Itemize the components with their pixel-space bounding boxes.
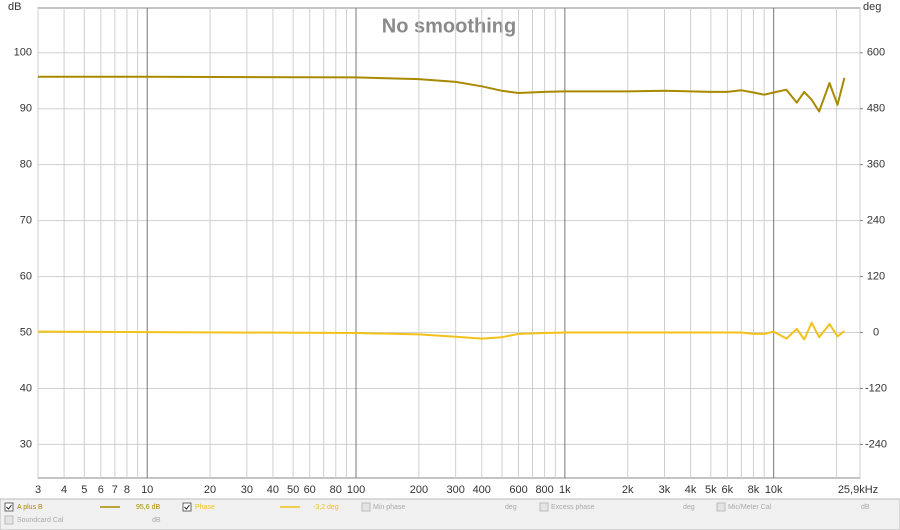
x-tick-label: 600 [509, 484, 527, 496]
x-tick-label: 25,9kHz [838, 484, 878, 496]
y2-axis-label: deg [863, 1, 881, 13]
x-tick-label: 100 [347, 484, 365, 496]
y2-tick-label: 120 [867, 270, 885, 282]
x-tick-label: 800 [535, 484, 553, 496]
x-tick-label: 20 [204, 484, 216, 496]
x-tick-label: 40 [267, 484, 279, 496]
checkmark [6, 504, 12, 510]
legend-label: Phase [195, 504, 215, 511]
y2-tick-label: -240 [865, 438, 887, 450]
chart-title: No smoothing [382, 15, 516, 37]
x-tick-label: 8 [124, 484, 130, 496]
legend-label: Min phase [373, 504, 405, 511]
x-tick-label: 3 [35, 484, 41, 496]
x-tick-label: 5k [705, 484, 717, 496]
legend-unit: dB [861, 504, 870, 511]
checkbox[interactable] [539, 502, 549, 512]
y-tick-label: 50 [20, 326, 32, 338]
x-tick-label: 6 [98, 484, 104, 496]
x-tick-label: 1k [559, 484, 571, 496]
y-tick-label: 80 [20, 159, 32, 171]
x-tick-label: 400 [473, 484, 491, 496]
y-tick-label: 40 [20, 382, 32, 394]
y-tick-label: 70 [20, 215, 32, 227]
y-tick-label: 100 [14, 47, 32, 59]
checkbox[interactable] [4, 502, 14, 512]
x-tick-label: 3k [659, 484, 671, 496]
x-tick-label: 4 [61, 484, 67, 496]
y2-tick-label: 600 [867, 47, 885, 59]
legend-label: Soundcard Cal [17, 517, 64, 524]
x-tick-label: 8k [748, 484, 760, 496]
checkbox[interactable] [182, 502, 192, 512]
y-tick-label: 60 [20, 270, 32, 282]
x-tick-label: 7 [112, 484, 118, 496]
legend-unit: deg [505, 504, 517, 511]
y-tick-label: 30 [20, 438, 32, 450]
series-line [38, 75, 846, 113]
legend-label: Mic/Meter Cal [728, 504, 772, 511]
legend-unit: dB [152, 517, 161, 524]
y2-tick-label: 240 [867, 215, 885, 227]
x-tick-label: 5 [81, 484, 87, 496]
x-tick-label: 50 [287, 484, 299, 496]
x-tick-label: 2k [622, 484, 634, 496]
y2-tick-label: 0 [873, 326, 879, 338]
legend-background [0, 498, 900, 530]
y-tick-label: 90 [20, 103, 32, 115]
legend-readout: -3,2 deg [313, 504, 339, 511]
checkbox[interactable] [716, 502, 726, 512]
legend-label: A plus B [17, 504, 43, 511]
x-tick-label: 10 [141, 484, 153, 496]
checkbox[interactable] [361, 502, 371, 512]
x-tick-label: 30 [241, 484, 253, 496]
plot-frame [37, 7, 861, 479]
legend-panel: A plus B 95,6 dB Phase -3,2 deg Min phase deg… [0, 498, 900, 530]
checkbox[interactable] [4, 515, 14, 525]
x-tick-label: 10k [765, 484, 783, 496]
x-tick-label: 60 [304, 484, 316, 496]
x-tick-label: 300 [446, 484, 464, 496]
checkmark [184, 504, 190, 510]
legend-readout: 95,6 dB [136, 504, 160, 511]
y2-tick-label: 480 [867, 103, 885, 115]
series-line [37, 321, 846, 341]
y2-tick-label: -120 [865, 382, 887, 394]
x-tick-label: 4k [685, 484, 697, 496]
x-tick-label: 6k [722, 484, 734, 496]
x-tick-label: 80 [330, 484, 342, 496]
legend-label: Excess phase [551, 504, 595, 511]
y-axis-label: dB [8, 1, 21, 13]
legend-unit: deg [683, 504, 695, 511]
x-tick-label: 200 [410, 484, 428, 496]
y2-tick-label: 360 [867, 159, 885, 171]
